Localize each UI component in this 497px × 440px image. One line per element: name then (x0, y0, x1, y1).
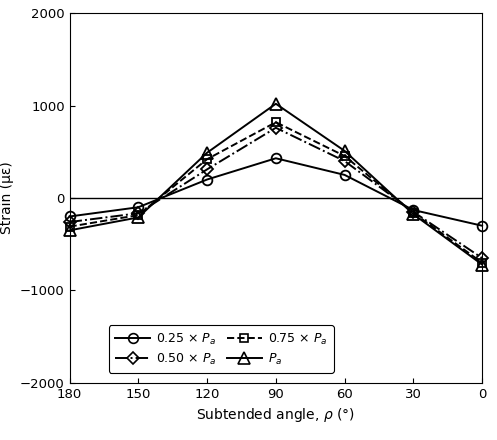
Y-axis label: Strain (με): Strain (με) (0, 161, 14, 235)
X-axis label: Subtended angle, $\rho$ (°): Subtended angle, $\rho$ (°) (196, 406, 355, 424)
Legend: 0.25 × $P_a$, 0.50 × $P_a$, 0.75 × $P_a$, $P_a$: 0.25 × $P_a$, 0.50 × $P_a$, 0.75 × $P_a$… (109, 325, 334, 373)
